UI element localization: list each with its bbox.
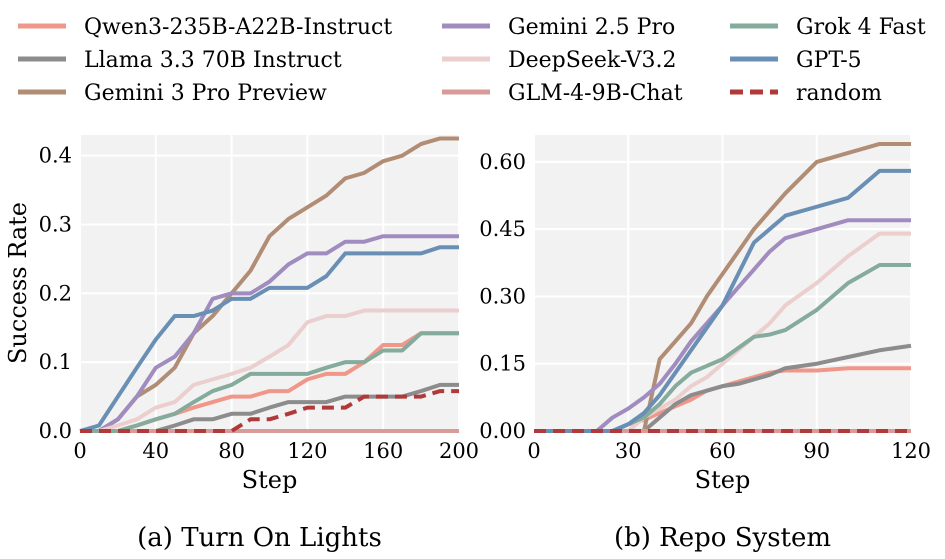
x-tick-label: 60 xyxy=(709,439,736,463)
x-tick-label: 0 xyxy=(527,439,540,463)
y-tick-label: 0.00 xyxy=(479,419,526,443)
legend-label-llama-3-3-70b-instruct: Llama 3.3 70B Instruct xyxy=(84,48,342,73)
y-tick-label: 0.60 xyxy=(479,150,526,174)
legend-item-random: random xyxy=(730,81,882,106)
legend-item-grok-4-fast: Grok 4 Fast xyxy=(730,15,926,40)
subfigure-caption: (b) Repo System xyxy=(614,523,831,553)
legend-item-gemini-3-pro-preview: Gemini 3 Pro Preview xyxy=(18,81,327,106)
legend-item-llama-3-3-70b-instruct: Llama 3.3 70B Instruct xyxy=(18,48,342,73)
series-line-gemini-3-pro-preview xyxy=(534,141,911,433)
series-line-grok-4-fast xyxy=(534,263,911,433)
y-tick-label: 0.45 xyxy=(479,217,526,241)
y-axis-label: Success Rate xyxy=(4,202,32,364)
series-line-gemini-3-pro-preview xyxy=(80,136,459,433)
legend-item-gpt-5: GPT-5 xyxy=(730,48,862,73)
legend-item-gemini-2-5-pro: Gemini 2.5 Pro xyxy=(442,15,675,40)
legend-label-grok-4-fast: Grok 4 Fast xyxy=(796,15,926,40)
legend-item-glm-4-9b-chat: GLM-4-9B-Chat xyxy=(442,81,683,106)
legend-item-deepseek-v3-2: DeepSeek-V3.2 xyxy=(442,48,677,73)
legend: Qwen3-235B-A22B-Instruct Llama 3.3 70B In… xyxy=(18,15,926,106)
legend-label-gemini-3-pro-preview: Gemini 3 Pro Preview xyxy=(84,81,327,106)
y-tick-label: 0.4 xyxy=(39,144,72,168)
panel-turn-on-lights: 0 40 80 120 160 200 0.0 0.1 0.2 0.3 0.4 Step Success… xyxy=(4,135,479,553)
series-line-llama-3-3-70b-instruct xyxy=(534,343,912,433)
x-axis-label: Step xyxy=(242,466,298,494)
series-line-gpt-5 xyxy=(79,245,459,433)
legend-label-gpt-5: GPT-5 xyxy=(796,48,862,73)
y-tick-label: 0.2 xyxy=(39,281,72,305)
x-tick-label: 120 xyxy=(891,439,931,463)
legend-label-gemini-2-5-pro: Gemini 2.5 Pro xyxy=(508,15,675,40)
legend-label-random: random xyxy=(796,81,882,106)
series-line-gpt-5 xyxy=(534,168,911,433)
y-tick-label: 0.0 xyxy=(39,419,72,443)
legend-label-deepseek-v3-2: DeepSeek-V3.2 xyxy=(508,48,677,73)
subfigure-caption: (a) Turn On Lights xyxy=(137,523,382,553)
y-tick-label: 0.3 xyxy=(39,212,72,236)
series-line-grok-4-fast xyxy=(80,331,459,433)
x-tick-label: 200 xyxy=(439,439,479,463)
x-tick-label: 90 xyxy=(803,439,830,463)
legend-item-qwen3-235b-a22b-instruct: Qwen3-235B-A22B-Instruct xyxy=(18,15,392,40)
legend-label-qwen3-235b-a22b-instruct: Qwen3-235B-A22B-Instruct xyxy=(84,15,392,40)
series-line-deepseek-v3-2 xyxy=(80,308,459,433)
x-tick-label: 160 xyxy=(363,439,403,463)
y-tick-label: 0.1 xyxy=(39,350,72,374)
x-tick-label: 0 xyxy=(73,439,86,463)
panel-repo-system: 0 30 60 90 120 0.00 0.15 0.30 0.45 0.60 Step (b) Re… xyxy=(479,135,931,553)
series-line-random xyxy=(80,389,459,433)
series-line-gemini-2-5-pro xyxy=(80,234,459,433)
x-tick-label: 120 xyxy=(287,439,327,463)
x-tick-label: 40 xyxy=(142,439,169,463)
x-tick-label: 30 xyxy=(615,439,642,463)
y-tick-label: 0.15 xyxy=(479,352,526,376)
x-tick-label: 80 xyxy=(218,439,245,463)
x-axis-label: Step xyxy=(695,466,751,494)
y-tick-label: 0.30 xyxy=(479,284,526,308)
legend-label-glm-4-9b-chat: GLM-4-9B-Chat xyxy=(508,81,683,106)
